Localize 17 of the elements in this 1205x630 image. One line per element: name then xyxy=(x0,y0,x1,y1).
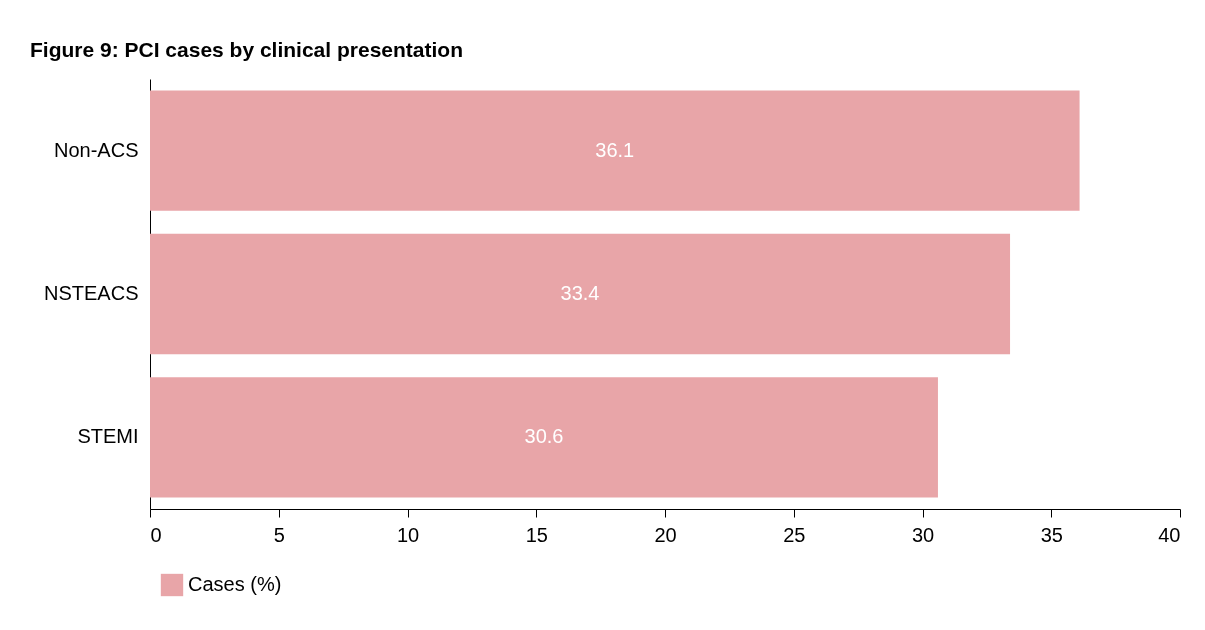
x-tick-label: 15 xyxy=(525,523,548,546)
y-tick-label: STEMI xyxy=(77,425,139,448)
x-tick-label: 0 xyxy=(150,523,162,546)
chart-title: Figure 9: PCI cases by clinical presentation xyxy=(30,38,463,61)
x-tick-label: 25 xyxy=(783,523,806,546)
x-tick-label: 20 xyxy=(654,523,677,546)
x-tick-label: 5 xyxy=(273,523,285,546)
y-tick-label: Non-ACS xyxy=(54,138,139,161)
x-tick-label: 35 xyxy=(1040,523,1063,546)
data-label: 36.1 xyxy=(595,138,635,161)
data-label: 30.6 xyxy=(524,425,564,448)
x-tick-label: 30 xyxy=(911,523,935,546)
x-tick-label: 40 xyxy=(1158,523,1181,546)
x-tick-label: 10 xyxy=(396,523,420,546)
y-tick-label: NSTEACS xyxy=(44,282,139,304)
data-label: 33.4 xyxy=(560,282,600,304)
legend-label: Cases (%) xyxy=(188,573,282,595)
